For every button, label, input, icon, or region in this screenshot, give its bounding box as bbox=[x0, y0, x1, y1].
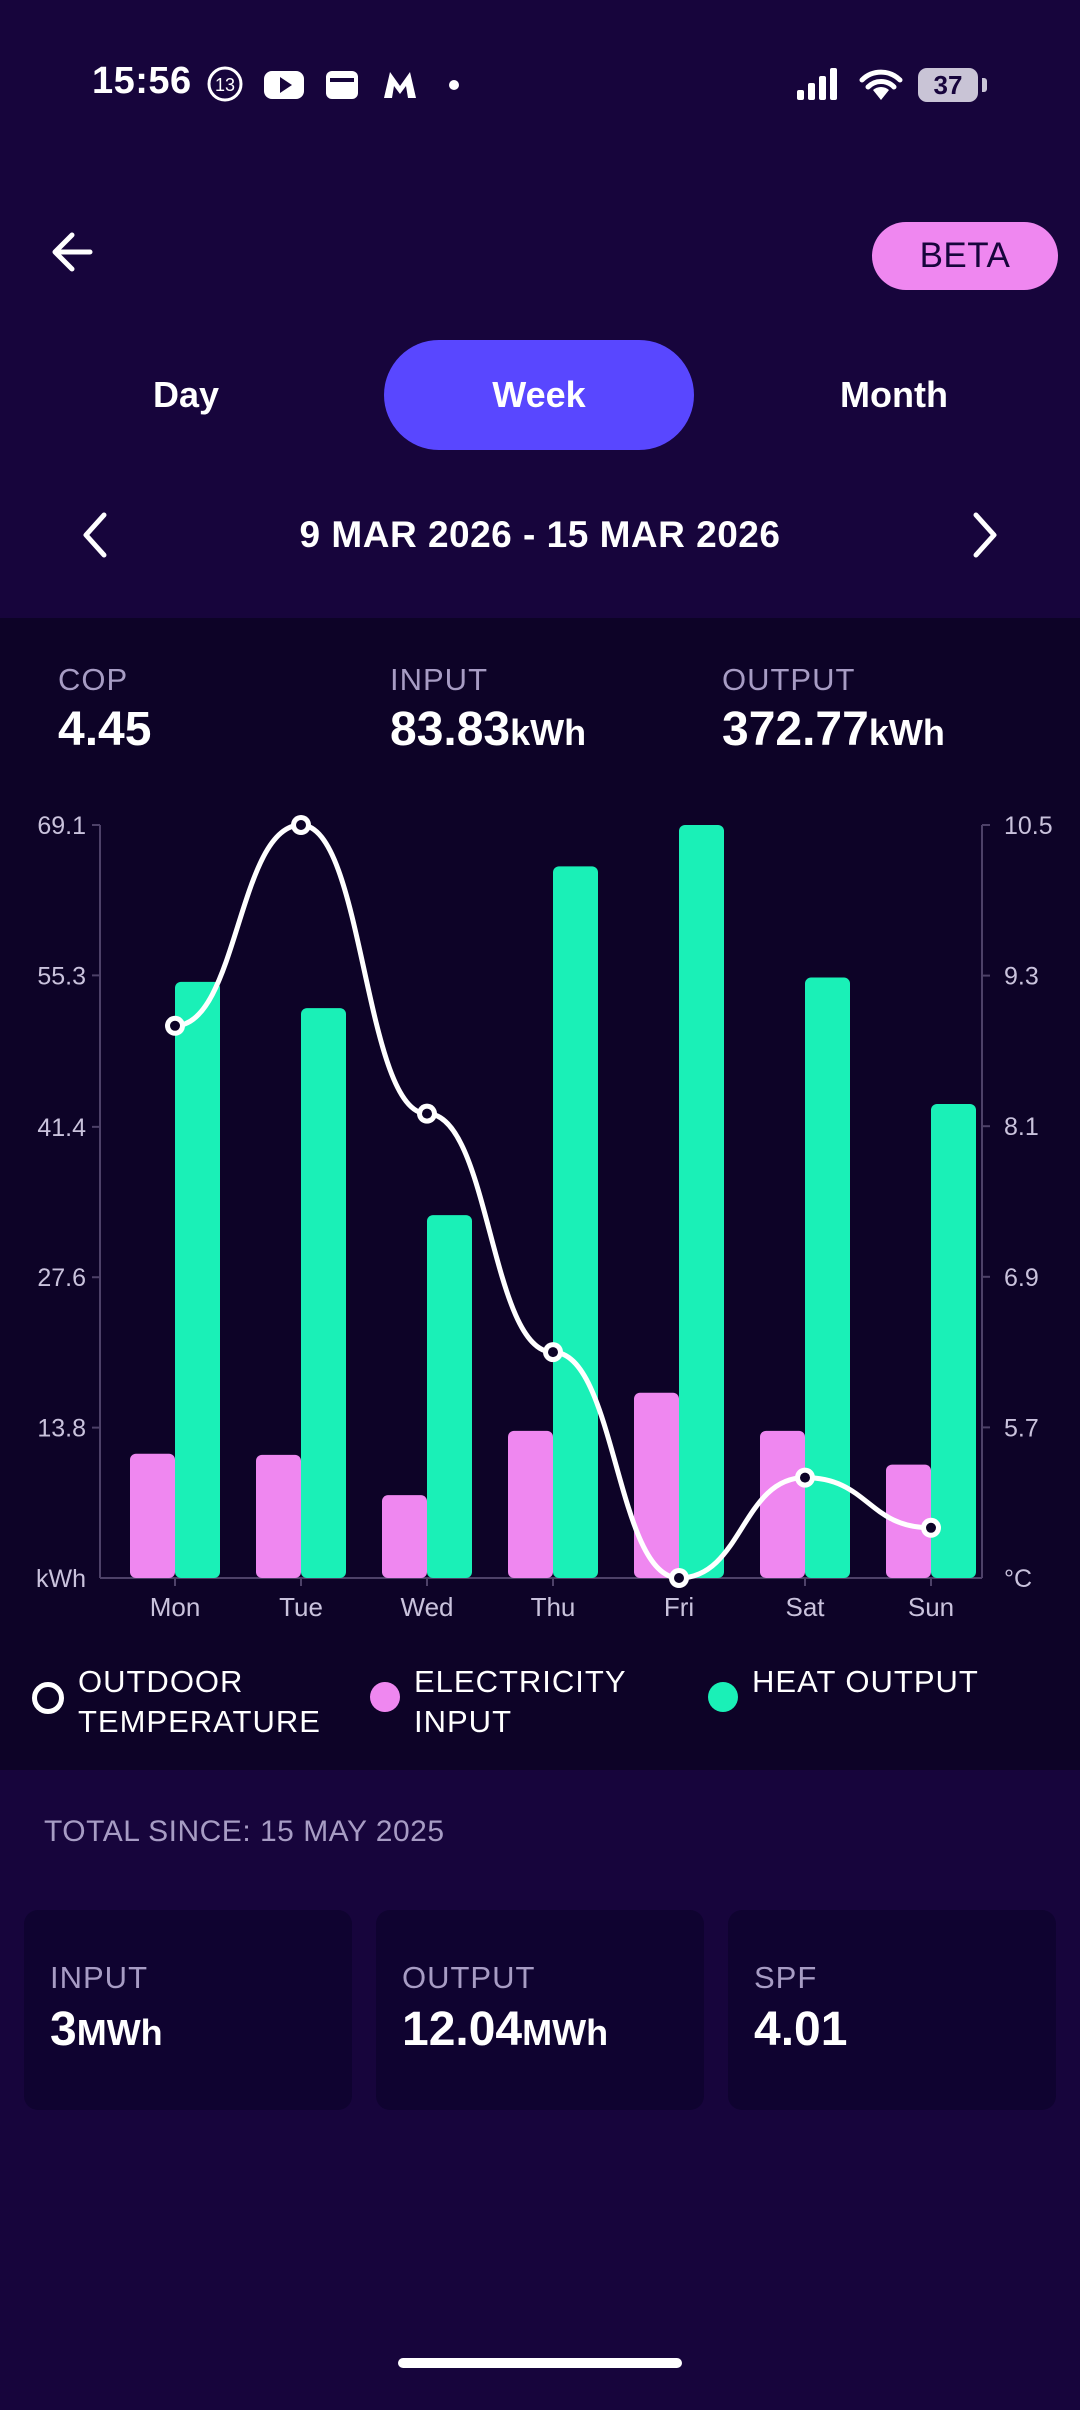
right-tick-label: 10.5 bbox=[1004, 812, 1053, 840]
output-bar bbox=[553, 866, 598, 1578]
output-bar bbox=[427, 1215, 472, 1578]
right-tick-label: 9.3 bbox=[1004, 963, 1039, 991]
total-spf-card: SPF 4.01 bbox=[728, 1910, 1056, 2110]
beta-badge[interactable]: BETA bbox=[872, 222, 1058, 290]
home-indicator[interactable] bbox=[398, 2358, 682, 2368]
legend-input-label: ELECTRICITY INPUT bbox=[414, 1664, 627, 1739]
stat-input: INPUT 83.83kWh bbox=[390, 662, 586, 757]
input-bar bbox=[382, 1495, 427, 1578]
back-button[interactable] bbox=[44, 222, 104, 282]
temperature-point-center bbox=[548, 1347, 558, 1358]
right-tick-label: 6.9 bbox=[1004, 1264, 1039, 1292]
total-spf-value: 4.01 bbox=[754, 2003, 848, 2056]
left-tick-label: 69.1 bbox=[37, 812, 86, 840]
total-since-label: TOTAL SINCE: 15 MAY 2025 bbox=[44, 1815, 445, 1848]
legend-outdoor-temperature: OUTDOOR TEMPERATURE bbox=[32, 1662, 321, 1742]
output-bar bbox=[931, 1103, 976, 1578]
legend-heat-output: HEAT OUTPUT bbox=[708, 1662, 979, 1712]
x-tick-label: Tue bbox=[279, 1592, 323, 1622]
stat-output: OUTPUT 372.77kWh bbox=[722, 662, 945, 757]
tab-day[interactable]: Day bbox=[152, 374, 220, 415]
stat-cop: COP 4.45 bbox=[58, 662, 151, 757]
temperature-point-center bbox=[674, 1573, 684, 1583]
total-output-card: OUTPUT 12.04MWh bbox=[376, 1910, 704, 2110]
arrow-left-icon bbox=[52, 232, 93, 272]
output-bar bbox=[175, 981, 220, 1578]
m-app-icon bbox=[380, 64, 420, 109]
legend-temperature-marker bbox=[32, 1682, 64, 1714]
legend-output-marker bbox=[708, 1682, 738, 1712]
right-axis-unit: °C bbox=[1004, 1565, 1032, 1593]
stat-output-value: 372.77kWh bbox=[722, 703, 945, 756]
output-bar bbox=[301, 1008, 346, 1578]
stat-output-label: OUTPUT bbox=[722, 662, 856, 697]
date-range-label: 9 MAR 2026 - 15 MAR 2026 bbox=[299, 514, 781, 555]
signal-icon bbox=[795, 64, 845, 109]
chevron-right-icon bbox=[973, 512, 997, 558]
legend-temperature-label: OUTDOOR TEMPERATURE bbox=[78, 1664, 321, 1739]
left-tick-label: 27.6 bbox=[37, 1264, 86, 1292]
input-bar bbox=[130, 1453, 175, 1578]
left-tick-label: 13.8 bbox=[37, 1415, 86, 1443]
legend-output-label: HEAT OUTPUT bbox=[752, 1664, 979, 1699]
temperature-point-center bbox=[296, 820, 306, 830]
chevron-left-icon bbox=[83, 512, 107, 558]
right-tick-label: 5.7 bbox=[1004, 1414, 1039, 1442]
x-tick-label: Thu bbox=[531, 1592, 576, 1622]
total-input-value: 3MWh bbox=[50, 2003, 163, 2056]
left-tick-label: 55.3 bbox=[37, 962, 86, 990]
x-tick-label: Sun bbox=[908, 1592, 954, 1622]
left-tick-label: 41.4 bbox=[37, 1114, 86, 1142]
output-bar bbox=[805, 977, 850, 1578]
x-tick-label: Sat bbox=[785, 1592, 825, 1622]
date-range-bar: 9 MAR 2026 - 15 MAR 2026 bbox=[0, 495, 1080, 575]
temperature-point-center bbox=[926, 1522, 936, 1533]
period-tabs: Day Week Month bbox=[0, 340, 1080, 450]
x-tick-label: Wed bbox=[401, 1592, 454, 1622]
next-week-button[interactable] bbox=[954, 505, 1014, 565]
input-bar bbox=[508, 1430, 553, 1578]
dot-icon bbox=[448, 78, 460, 96]
battery-tip bbox=[982, 78, 987, 92]
right-tick-label: 8.1 bbox=[1004, 1113, 1039, 1141]
stat-input-value: 83.83kWh bbox=[390, 703, 587, 756]
notification-badge-icon: 13 bbox=[205, 64, 245, 109]
previous-week-button[interactable] bbox=[66, 505, 126, 565]
temperature-point-center bbox=[800, 1472, 810, 1483]
wifi-icon bbox=[856, 64, 906, 109]
input-bar bbox=[256, 1454, 301, 1578]
input-bar bbox=[634, 1392, 679, 1578]
youtube-icon bbox=[262, 64, 306, 109]
total-input-label: INPUT bbox=[50, 1960, 148, 1995]
total-input-card: INPUT 3MWh bbox=[24, 1910, 352, 2110]
stat-cop-label: COP bbox=[58, 662, 129, 697]
temperature-point-center bbox=[422, 1108, 432, 1119]
legend-input-marker bbox=[370, 1682, 400, 1712]
output-bar bbox=[679, 825, 724, 1578]
status-bar: 15:56 13 37 bbox=[0, 0, 1080, 175]
total-output-value: 12.04MWh bbox=[402, 2003, 609, 2056]
x-tick-label: Fri bbox=[664, 1592, 694, 1622]
wallet-icon bbox=[322, 64, 362, 109]
legend-electricity-input: ELECTRICITY INPUT bbox=[370, 1662, 627, 1742]
tab-month[interactable]: Month bbox=[840, 374, 948, 415]
input-bar bbox=[886, 1464, 931, 1578]
status-time: 15:56 bbox=[92, 60, 192, 102]
total-output-label: OUTPUT bbox=[402, 1960, 536, 1995]
temperature-point-center bbox=[170, 1020, 180, 1031]
stat-cop-value: 4.45 bbox=[58, 703, 152, 756]
battery-icon: 37 bbox=[918, 68, 978, 102]
total-spf-label: SPF bbox=[754, 1960, 818, 1995]
notification-count: 13 bbox=[215, 75, 235, 95]
input-bar bbox=[760, 1430, 805, 1578]
x-tick-label: Mon bbox=[150, 1592, 201, 1622]
tab-week[interactable]: Week bbox=[384, 340, 694, 450]
stat-input-label: INPUT bbox=[390, 662, 488, 697]
left-axis-unit: kWh bbox=[36, 1565, 86, 1593]
energy-chart: 13.8 27.6 41.4 55.3 69.1 kWh 5.7 6.9 8.1 9.3 10.5 °… bbox=[36, 812, 1053, 1622]
